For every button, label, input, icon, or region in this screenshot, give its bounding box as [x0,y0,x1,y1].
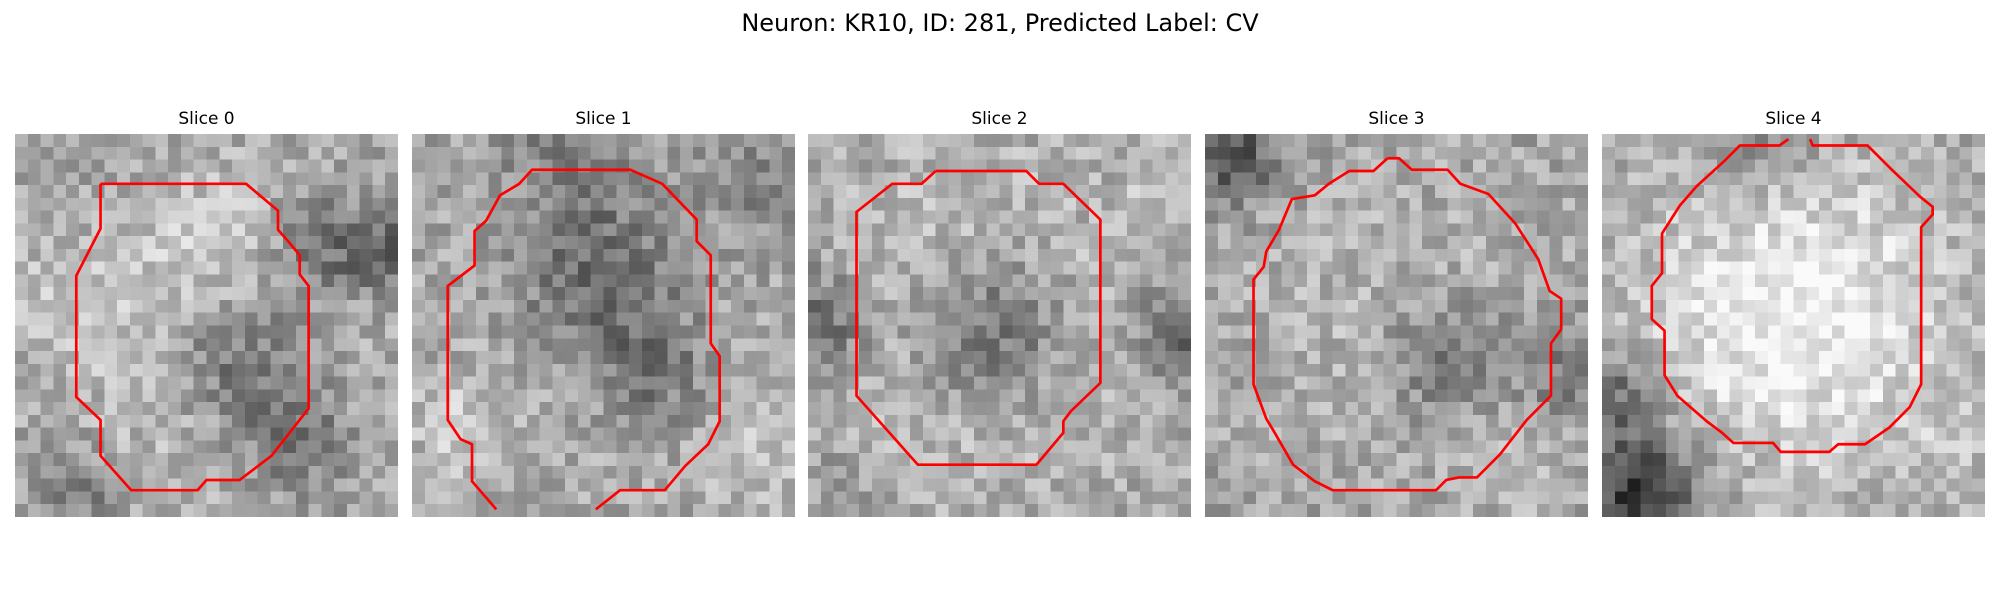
slice-svg [412,134,795,517]
cell-contour [446,168,722,511]
slice-title: Slice 3 [1368,109,1425,129]
slice-svg [808,134,1191,517]
pixel-grid [1205,134,1588,517]
pixel-grid [15,134,398,517]
slice-panel-4: Slice 4 [1602,107,1985,517]
slice-title: Slice 1 [575,109,632,129]
slice-image [15,134,398,517]
slice-image [808,134,1191,517]
slice-panel-2: Slice 2 [808,107,1191,517]
cell-contour [1650,138,1934,454]
slice-panel-1: Slice 1 [412,107,795,517]
slice-panel-3: Slice 3 [1205,107,1588,517]
slice-title: Slice 0 [178,109,235,129]
slice-title: Slice 2 [971,109,1028,129]
cell-contour [74,182,310,492]
cell-contour [855,169,1102,466]
slice-image [1602,134,1985,517]
slice-title: Slice 4 [1765,109,1822,129]
slice-image [412,134,795,517]
slice-svg [1602,134,1985,517]
slice-panel-0: Slice 0 [15,107,398,517]
pixel-grid [412,134,795,517]
pixel-grid [1602,134,1985,517]
pixel-grid [808,134,1191,517]
figure-title: Neuron: KR10, ID: 281, Predicted Label: … [741,9,1259,37]
slice-svg [1205,134,1588,517]
cell-contour [1252,156,1563,492]
slice-image [1205,134,1588,517]
slice-svg [15,134,398,517]
